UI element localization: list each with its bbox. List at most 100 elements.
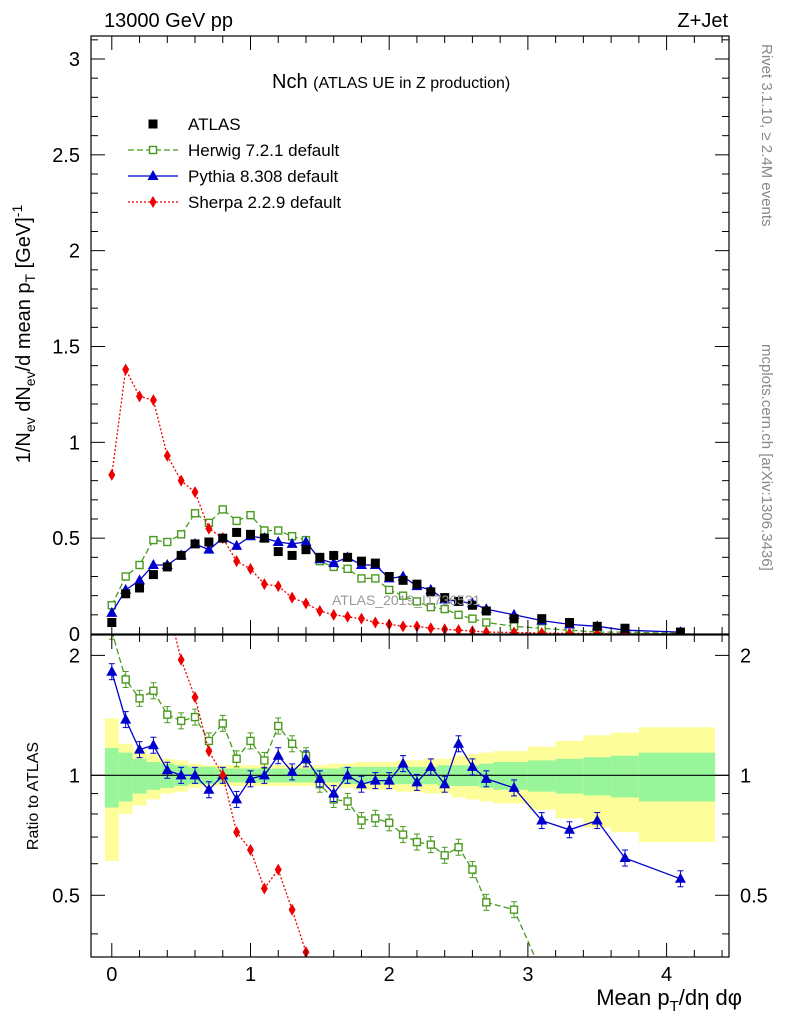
ratio-point-herwig [204,736,214,746]
data-point-atlas [218,533,228,543]
band-inner [132,758,147,794]
ratio-series-pythia [106,663,686,888]
data-point-sherpa [247,562,254,575]
ratio-point-pythia [425,760,437,771]
band-inner [527,760,556,792]
ratio-point-herwig [440,851,449,860]
ratio-point-pythia [272,749,284,760]
ratio-point-sherpa [164,597,171,609]
ratio-point-herwig [218,719,227,728]
plot-title-main: Nch [272,71,308,93]
data-point-pythia [286,537,298,548]
ratio-point-pythia [411,776,423,787]
data-point-atlas [162,562,172,572]
data-point-atlas [329,550,339,560]
header-process: Z+Jet [677,10,728,32]
data-point-sherpa [371,616,379,629]
x-tick-label: 3 [522,964,533,986]
data-point-sherpa [233,555,241,568]
data-point-herwig [371,574,380,583]
series-line-herwig [111,508,681,634]
ratio-point-herwig [121,675,130,684]
data-point-sherpa [205,522,213,535]
ratio-point-sherpa [260,882,268,895]
ratio-point-pythia [231,793,243,804]
y-tick-label: 1 [69,432,80,454]
axis-ticks: 0 0.5 1 1.5 2 2.5 3 0 1 2 3 4 0.5 0.5 1 1 2 2 [52,36,768,986]
ratio-point-herwig [538,969,545,976]
data-point-pythia [328,557,340,568]
data-point-sherpa [427,622,435,634]
ratio-series-sherpa [164,597,310,957]
ratio-point-herwig [454,843,463,852]
ratio-point-pythia [674,872,686,883]
ratio-tick-label: 0.5 [52,885,80,907]
ratio-point-pythia [564,823,575,834]
x-tick-label: 2 [384,964,395,986]
ratio-line-pythia [111,671,681,880]
data-point-atlas [273,547,283,557]
data-point-sherpa [122,363,130,376]
data-point-herwig [454,610,463,620]
data-point-pythia [106,606,118,617]
legend-marker-sherpa [149,196,157,208]
ratio-point-pythia [453,737,465,748]
ratio-point-pythia [342,769,354,780]
data-point-sherpa [149,394,157,407]
data-point-atlas [481,606,491,616]
ratio-point-herwig [287,739,297,748]
y-tick-label: 0 [69,624,80,646]
ratio-point-pythia [175,769,187,780]
ratio-point-herwig [260,756,269,765]
ratio-point-pythia [300,752,312,763]
ratio-point-pythia [120,713,132,724]
legend-marker-atlas [148,119,158,129]
data-point-sherpa [413,620,421,633]
data-point-herwig [343,564,352,574]
data-point-atlas [509,614,519,624]
ratio-point-sherpa [247,843,254,856]
data-point-atlas [620,623,630,633]
data-point-atlas [121,589,131,599]
data-point-atlas [301,545,311,555]
data-point-atlas [454,596,464,606]
rivet-label: Rivet 3.1.10, ≥ 2.4M events [758,44,775,227]
ratio-point-sherpa [205,745,213,758]
ratio-point-pythia [466,760,478,771]
ratio-point-pythia [134,743,146,754]
data-point-atlas [246,529,255,539]
ratio-point-herwig [190,712,200,722]
ratio-point-herwig [246,736,255,746]
legend-label-atlas: ATLAS [188,115,241,134]
ratio-point-herwig [343,797,352,806]
data-point-herwig [121,572,130,581]
data-point-herwig [218,505,227,514]
data-point-herwig [482,618,491,627]
legend-label-herwig: Herwig 7.2.1 default [188,141,339,160]
data-point-herwig [412,597,422,606]
data-point-sherpa [399,620,407,633]
ratio-point-herwig [398,830,408,839]
data-point-atlas [565,618,574,627]
data-point-pythia [231,539,243,550]
ratio-point-pythia [161,764,173,775]
data-point-atlas [135,583,145,593]
data-point-herwig [190,509,200,518]
ratio-point-herwig [135,694,144,703]
ratio-point-herwig [509,905,519,914]
ratio-point-herwig [412,837,422,847]
ratio-point-herwig [371,814,380,823]
ratio-point-pythia [245,772,256,783]
plot-title-sub: (ATLAS UE in Z production) [313,75,510,92]
data-point-atlas [398,575,408,585]
ratio-point-pythia [397,757,409,768]
data-point-herwig [398,591,408,600]
legend-label-sherpa: Sherpa 2.2.9 default [188,193,341,212]
y-tick-label: 0.5 [52,528,80,550]
data-point-pythia [272,536,284,546]
ratio-point-pythia [314,772,326,783]
data-point-atlas [343,552,353,562]
data-point-sherpa [330,608,338,621]
data-point-herwig [135,560,144,570]
data-point-pythia [203,543,215,554]
